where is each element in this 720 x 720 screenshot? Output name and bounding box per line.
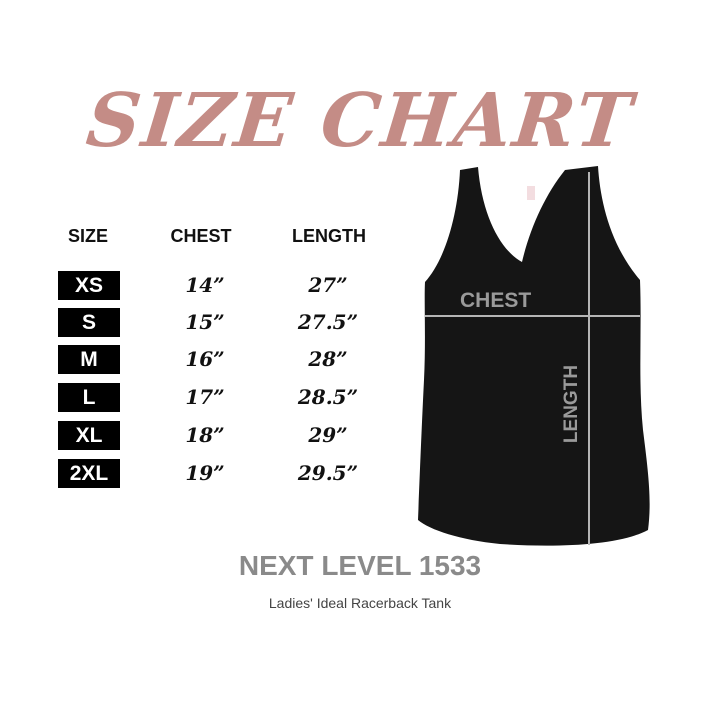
header-size: SIZE	[67, 226, 109, 246]
chest-value: 18”	[185, 423, 225, 447]
length-value: 28”	[308, 347, 348, 371]
size-badge: 2XL	[58, 459, 120, 488]
tank-top-shape	[418, 166, 650, 546]
chest-label: CHEST	[460, 289, 532, 312]
length-value: 29.5”	[297, 461, 359, 485]
chest-value: 15”	[185, 310, 225, 334]
tag-icon	[527, 186, 535, 200]
length-value: 29”	[308, 423, 348, 447]
size-badge: M	[58, 345, 120, 374]
size-badge: XL	[58, 421, 120, 450]
chest-value: 17”	[185, 385, 225, 409]
length-value: 27.5”	[297, 310, 359, 334]
length-value: 27”	[308, 273, 348, 297]
chest-value: 19”	[185, 461, 225, 485]
size-badge: XS	[58, 271, 120, 300]
size-badge: L	[58, 383, 120, 412]
size-badge: S	[58, 308, 120, 337]
chest-value: 16”	[185, 347, 225, 371]
length-value: 28.5”	[297, 385, 359, 409]
header-chest: CHEST	[170, 226, 232, 246]
product-name: NEXT LEVEL 1533	[238, 550, 482, 581]
chest-value: 14”	[185, 273, 225, 297]
product-description: Ladies' Ideal Racerback Tank	[268, 595, 452, 611]
header-length: LENGTH	[292, 226, 366, 246]
length-label: LENGTH	[561, 364, 582, 444]
